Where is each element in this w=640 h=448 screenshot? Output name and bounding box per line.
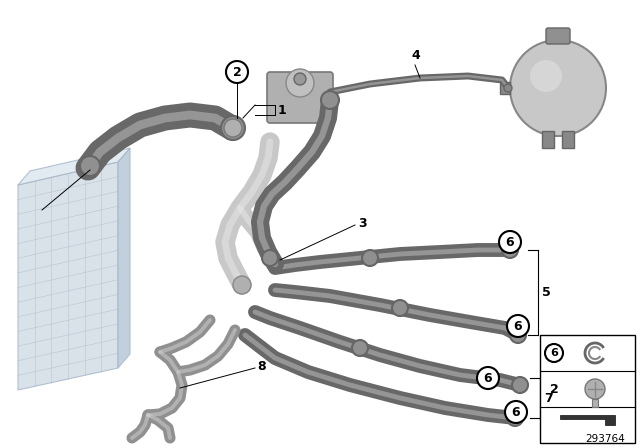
Circle shape [362, 250, 378, 266]
Text: 6: 6 [506, 236, 515, 249]
Polygon shape [562, 131, 574, 148]
Circle shape [286, 69, 314, 97]
Circle shape [510, 327, 526, 343]
FancyBboxPatch shape [267, 72, 333, 123]
Circle shape [504, 84, 512, 92]
Circle shape [221, 116, 245, 140]
Text: 1: 1 [278, 103, 287, 116]
Polygon shape [18, 162, 118, 390]
FancyBboxPatch shape [546, 28, 570, 44]
Text: 6: 6 [514, 319, 522, 332]
FancyBboxPatch shape [540, 335, 635, 443]
Circle shape [507, 315, 529, 337]
Text: 6: 6 [484, 371, 492, 384]
Circle shape [505, 401, 527, 423]
Circle shape [262, 250, 278, 266]
Text: 2: 2 [550, 383, 558, 396]
FancyBboxPatch shape [592, 399, 598, 407]
Circle shape [545, 344, 563, 362]
Text: 4: 4 [412, 49, 420, 62]
Text: 2: 2 [232, 65, 241, 78]
Circle shape [352, 340, 368, 356]
Circle shape [502, 242, 518, 258]
Text: 5: 5 [542, 286, 551, 299]
Circle shape [323, 96, 337, 110]
Circle shape [294, 73, 306, 85]
Circle shape [224, 119, 242, 137]
Text: 8: 8 [257, 359, 266, 372]
Polygon shape [118, 148, 130, 368]
Text: 3: 3 [358, 216, 367, 229]
Circle shape [477, 367, 499, 389]
Circle shape [80, 156, 100, 176]
Circle shape [499, 231, 521, 253]
Text: 6: 6 [550, 348, 558, 358]
Polygon shape [560, 415, 615, 425]
Circle shape [507, 410, 523, 426]
Polygon shape [500, 82, 510, 94]
Circle shape [233, 276, 251, 294]
Circle shape [392, 300, 408, 316]
Circle shape [530, 60, 562, 92]
Polygon shape [542, 131, 554, 148]
Circle shape [585, 379, 605, 399]
Polygon shape [18, 148, 130, 185]
Text: 7: 7 [544, 392, 553, 405]
Circle shape [512, 377, 528, 393]
Circle shape [510, 40, 606, 136]
Text: 293764: 293764 [585, 434, 625, 444]
Circle shape [321, 91, 339, 109]
Circle shape [226, 61, 248, 83]
Text: 6: 6 [512, 405, 520, 418]
